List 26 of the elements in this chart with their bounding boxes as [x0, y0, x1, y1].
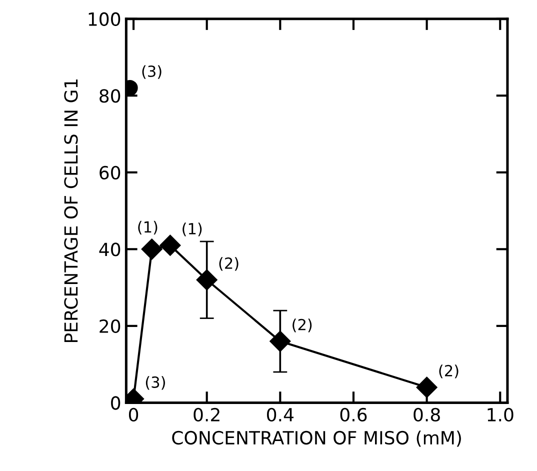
x-tick-label: 0.8: [414, 408, 440, 422]
point: [416, 376, 438, 398]
x-tick-label: 0: [128, 408, 138, 422]
y-tick-label: 100: [88, 12, 120, 26]
annotation: (1): [182, 222, 202, 236]
x-tick-label: 0.4: [267, 408, 294, 422]
point: [270, 330, 291, 352]
point: [141, 238, 162, 260]
annotation: (2): [292, 318, 312, 332]
annotation: (2): [439, 364, 458, 378]
annotation: (3): [142, 65, 162, 79]
point: [196, 269, 218, 290]
x-tick-label: 0.6: [340, 408, 367, 422]
x-axis-title: CONCENTRATION OF MISO (mM): [172, 430, 461, 447]
point: [160, 234, 181, 256]
annotation: (2): [219, 257, 238, 271]
annotation: (3): [146, 376, 165, 390]
y-tick-label: 60: [100, 166, 120, 180]
annotation: (1): [138, 220, 158, 235]
y-tick-label: 0: [111, 396, 120, 410]
y-tick-label: 20: [100, 319, 120, 334]
y-tick-label: 40: [99, 242, 120, 256]
y-axis-title: PERCENTAGE OF CELLS IN G1: [64, 79, 78, 342]
y-tick-label: 80: [100, 89, 120, 103]
x-tick-label: 1.0: [488, 408, 514, 422]
x-tick-label: 0.2: [194, 408, 220, 422]
